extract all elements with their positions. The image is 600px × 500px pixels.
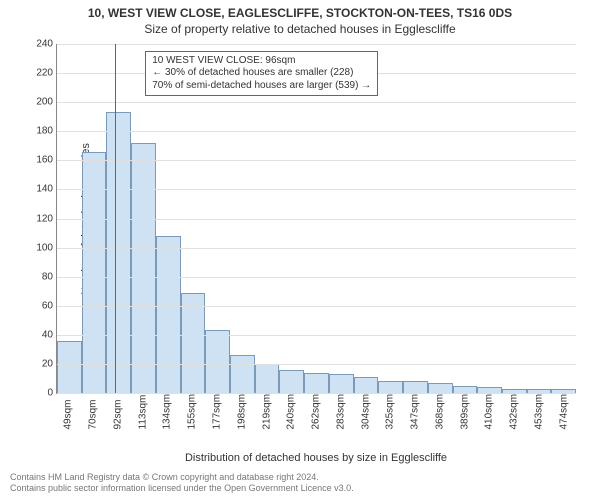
bar: [205, 330, 230, 393]
footer: Contains HM Land Registry data © Crown c…: [0, 472, 600, 494]
chart-title: 10, WEST VIEW CLOSE, EAGLESCLIFFE, STOCK…: [0, 0, 600, 21]
x-tick-label: 70sqm: [81, 397, 106, 408]
y-tick-label: 220: [25, 68, 57, 79]
y-tick-label: 0: [25, 388, 57, 399]
x-labels: 49sqm70sqm92sqm113sqm134sqm155sqm177sqm1…: [56, 397, 576, 408]
y-tick-label: 60: [25, 300, 57, 311]
grid-line: [57, 306, 576, 307]
bar: [403, 381, 428, 393]
plot-area: Number of detached properties 0204060801…: [56, 44, 576, 394]
footer-line-1: Contains HM Land Registry data © Crown c…: [10, 472, 590, 483]
grid-line: [57, 189, 576, 190]
bar: [279, 370, 304, 393]
x-tick-label: 283sqm: [328, 397, 353, 408]
bar: [230, 355, 255, 393]
x-tick-label: 453sqm: [527, 397, 552, 408]
legend-line-3: 70% of semi-detached houses are larger (…: [152, 80, 371, 93]
x-tick-label: 262sqm: [304, 397, 329, 408]
legend-line-1: 10 WEST VIEW CLOSE: 96sqm: [152, 55, 371, 68]
y-tick-label: 160: [25, 155, 57, 166]
bar: [131, 143, 156, 393]
grid-line: [57, 102, 576, 103]
y-tick-label: 120: [25, 213, 57, 224]
y-tick-label: 180: [25, 126, 57, 137]
y-tick-label: 200: [25, 97, 57, 108]
x-tick-label: 240sqm: [279, 397, 304, 408]
bar: [181, 293, 206, 393]
x-tick-label: 177sqm: [205, 397, 230, 408]
y-tick-label: 140: [25, 184, 57, 195]
x-tick-label: 410sqm: [477, 397, 502, 408]
bar: [378, 381, 403, 393]
bar: [329, 374, 354, 393]
x-tick-label: 92sqm: [106, 397, 131, 408]
bar: [354, 377, 379, 393]
bar: [255, 364, 280, 393]
x-tick-label: 368sqm: [427, 397, 452, 408]
legend-box: 10 WEST VIEW CLOSE: 96sqm ← 30% of detac…: [145, 51, 378, 97]
bar: [428, 383, 453, 393]
bar: [453, 386, 478, 393]
x-tick-label: 389sqm: [452, 397, 477, 408]
footer-left: Contains HM Land Registry data © Crown c…: [10, 472, 590, 494]
footer-line-2: Contains public sector information licen…: [10, 483, 590, 494]
x-tick-label: 134sqm: [155, 397, 180, 408]
bar: [82, 152, 107, 393]
bar: [106, 112, 131, 393]
bar: [304, 373, 329, 393]
x-tick-label: 347sqm: [403, 397, 428, 408]
x-tick-label: 113sqm: [130, 397, 155, 408]
chart-subtitle: Size of property relative to detached ho…: [0, 21, 600, 36]
bar: [156, 236, 181, 393]
y-tick-label: 20: [25, 358, 57, 369]
x-tick-label: 474sqm: [551, 397, 576, 408]
x-tick-label: 432sqm: [502, 397, 527, 408]
y-tick-label: 80: [25, 271, 57, 282]
x-tick-label: 49sqm: [56, 397, 81, 408]
grid-line: [57, 277, 576, 278]
chart-area: 020406080100120140160180200220240 10 WES…: [56, 44, 576, 394]
x-tick-label: 304sqm: [353, 397, 378, 408]
y-tick-label: 100: [25, 242, 57, 253]
x-axis-label: Distribution of detached houses by size …: [56, 452, 576, 464]
reference-line: [115, 44, 116, 393]
grid-line: [57, 160, 576, 161]
grid-line: [57, 248, 576, 249]
y-tick-label: 40: [25, 329, 57, 340]
grid-line: [57, 44, 576, 45]
x-tick-label: 325sqm: [378, 397, 403, 408]
grid-line: [57, 335, 576, 336]
x-tick-label: 155sqm: [180, 397, 205, 408]
x-tick-label: 198sqm: [229, 397, 254, 408]
chart-container: { "title_line1": "10, WEST VIEW CLOSE, E…: [0, 0, 600, 500]
grid-line: [57, 364, 576, 365]
x-tick-label: 219sqm: [254, 397, 279, 408]
legend-line-2: ← 30% of detached houses are smaller (22…: [152, 67, 371, 80]
y-tick-label: 240: [25, 39, 57, 50]
grid-line: [57, 219, 576, 220]
bar: [57, 341, 82, 393]
grid-line: [57, 131, 576, 132]
